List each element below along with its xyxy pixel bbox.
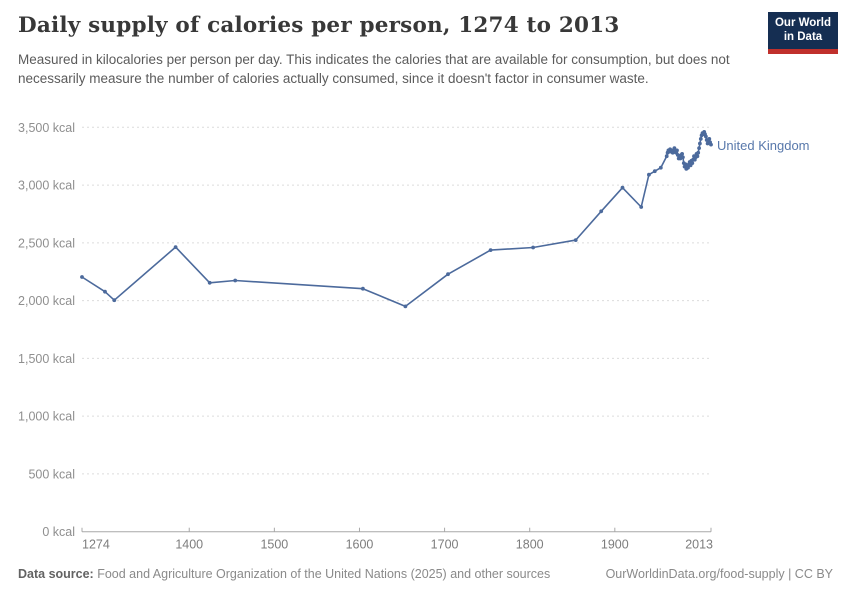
data-point-marker (681, 155, 685, 160)
data-point-marker (709, 142, 713, 147)
data-point-marker (658, 165, 663, 170)
data-source-note: Data source: Food and Agriculture Organi… (18, 567, 550, 581)
data-point-marker (103, 289, 107, 294)
y-axis-tick-label: 1,000 kcal (18, 410, 75, 424)
owid-logo[interactable]: Our World in Data (768, 12, 838, 54)
data-point-marker (647, 172, 651, 177)
data-point-marker (620, 185, 625, 190)
x-axis-tick-label: 1500 (260, 538, 288, 552)
data-point-marker (599, 209, 604, 214)
chart-title: Daily supply of calories per person, 127… (18, 13, 620, 38)
data-point-marker (573, 238, 578, 243)
data-point-marker (652, 169, 657, 174)
x-axis-tick-label: 1600 (346, 538, 374, 552)
data-point-marker (675, 148, 679, 153)
data-point-marker (690, 161, 695, 166)
data-point-marker (697, 146, 701, 151)
y-axis-tick-label: 1,500 kcal (18, 352, 75, 366)
data-point-marker (686, 165, 690, 170)
data-point-marker (698, 141, 702, 146)
data-point-marker (707, 137, 712, 141)
y-axis-tick-label: 500 kcal (28, 467, 75, 481)
data-point-marker (639, 205, 644, 209)
series-entity-label[interactable]: United Kingdom (717, 138, 810, 153)
y-axis-tick-label: 0 kcal (42, 525, 75, 539)
data-point-marker (695, 154, 700, 159)
owid-logo-line1: Our World (774, 17, 831, 29)
data-point-marker (696, 150, 701, 155)
x-axis-tick-label: 1900 (601, 538, 629, 552)
data-point-marker (664, 154, 669, 159)
data-point-marker (233, 278, 238, 283)
data-point-marker (403, 304, 408, 309)
data-point-marker (704, 134, 708, 139)
data-point-marker (173, 245, 178, 250)
y-axis-tick-label: 2,500 kcal (18, 236, 75, 250)
data-source-text: Food and Agriculture Organization of the… (93, 567, 551, 581)
x-axis-tick-label: 1274 (82, 538, 110, 552)
y-axis-tick-label: 3,500 kcal (18, 121, 75, 135)
x-axis-tick-label: 2013 (685, 538, 713, 552)
data-point-marker (680, 152, 684, 156)
data-point-marker (80, 275, 84, 279)
data-point-marker (207, 280, 212, 285)
x-axis-tick-label: 1800 (516, 538, 544, 552)
y-axis-tick-label: 3,000 kcal (18, 179, 75, 193)
data-source-label: Data source: (18, 567, 94, 581)
data-series-line[interactable] (81, 131, 712, 308)
data-point-marker (112, 298, 117, 303)
data-point-marker (531, 245, 535, 250)
data-point-marker (361, 286, 365, 291)
chart-subtitle: Measured in kilocalories per person per … (18, 52, 730, 86)
chart-footer: Data source: Food and Agriculture Organi… (18, 567, 833, 581)
owid-logo-line2: in Data (783, 30, 823, 43)
data-point-marker (446, 272, 450, 277)
owid-url-license[interactable]: OurWorldinData.org/food-supply | CC BY (605, 567, 833, 581)
data-point-marker (698, 137, 703, 141)
y-axis-tick-label: 2,000 kcal (18, 294, 75, 308)
x-axis-tick-label: 1700 (431, 538, 459, 552)
x-axis-tick-label: 1400 (175, 538, 203, 552)
data-point-marker (488, 248, 493, 253)
